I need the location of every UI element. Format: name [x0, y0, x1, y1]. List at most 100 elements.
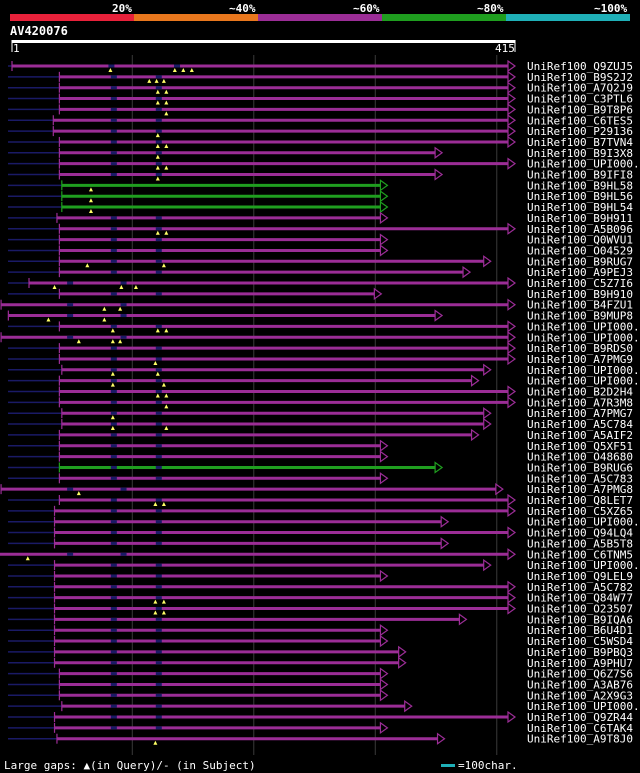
hit-end-arrow: [507, 548, 517, 561]
hit-label[interactable]: UniRef100_A7PMG8: [527, 483, 633, 496]
hit-label[interactable]: UniRef100_UPI000..: [527, 320, 640, 333]
hit-label[interactable]: UniRef100_O04529: [527, 244, 633, 257]
hit-label[interactable]: UniRef100_C5WSD4: [527, 635, 633, 648]
hit-label[interactable]: UniRef100_C6TNM5: [527, 548, 633, 561]
scale-bar-100: [506, 14, 630, 21]
query-gap-marker: [164, 89, 169, 94]
scale-bar-80: [382, 14, 506, 21]
hit-label[interactable]: UniRef100_UPI000..: [527, 364, 640, 377]
hit-label[interactable]: UniRef100_B7TVN4: [527, 136, 633, 149]
hit-end-arrow: [507, 114, 517, 127]
query-gap-marker: [155, 100, 160, 105]
hit-label[interactable]: UniRef100_Q9ZUJ5: [527, 60, 633, 73]
hit-label[interactable]: UniRef100_A7Q2J9: [527, 82, 633, 95]
query-gap-marker: [161, 263, 166, 268]
hit-label[interactable]: UniRef100_B9HL56: [527, 190, 633, 203]
hit-label[interactable]: UniRef100_B9HL58: [527, 179, 633, 192]
hit-label[interactable]: UniRef100_A9T8J0: [527, 733, 633, 746]
hit-label[interactable]: UniRef100_Q8LET7: [527, 494, 633, 507]
query-gap-marker: [88, 198, 93, 203]
hit-label[interactable]: UniRef100_Q9ZR44: [527, 711, 633, 724]
scale-bar-label: =100char.: [458, 759, 518, 772]
hit-end-arrow: [507, 92, 517, 105]
hit-label[interactable]: UniRef100_A5C783: [527, 472, 633, 485]
hit-label[interactable]: UniRef100_O48680: [527, 451, 633, 464]
hit-label[interactable]: UniRef100_B9I3X8: [527, 147, 633, 160]
hit-label[interactable]: UniRef100_B9H911: [527, 212, 633, 225]
hit-label[interactable]: UniRef100_UPI000..: [527, 559, 640, 572]
hit-end-arrow: [507, 580, 517, 593]
hit-label[interactable]: UniRef100_Q84W77: [527, 592, 633, 605]
hit-label[interactable]: UniRef100_B6U4D1: [527, 624, 633, 637]
hit-label[interactable]: UniRef100_Q5XF51: [527, 440, 633, 453]
hit-label[interactable]: UniRef100_B9H910: [527, 288, 633, 301]
hit-label[interactable]: UniRef100_Q9LEL9: [527, 570, 633, 583]
hit-label[interactable]: UniRef100_B9RUG6: [527, 461, 633, 474]
hit-label[interactable]: UniRef100_A5B5T8: [527, 537, 633, 550]
hit-label[interactable]: UniRef100_O23507: [527, 603, 633, 616]
hit-end-arrow: [483, 407, 492, 420]
query-gap-marker: [155, 371, 160, 376]
hit-label[interactable]: UniRef100_B9T8P6: [527, 103, 633, 116]
hit-label[interactable]: UniRef100_B9RUG7: [527, 255, 633, 268]
hit-label[interactable]: UniRef100_Q94LQ4: [527, 527, 633, 540]
hit-label[interactable]: UniRef100_A5B096: [527, 223, 633, 236]
query-gap-marker: [119, 285, 124, 289]
hit-label[interactable]: UniRef100_C5Z7I6: [527, 277, 633, 290]
hit-label[interactable]: UniRef100_A7PMG7: [527, 407, 633, 420]
hit-end-arrow: [483, 417, 492, 431]
hit-label[interactable]: UniRef100_P29136: [527, 125, 633, 138]
hit-end-arrow: [379, 634, 389, 648]
hit-end-arrow: [379, 200, 389, 214]
query-gap-marker: [76, 491, 81, 496]
hit-label[interactable]: UniRef100_A7PMG9: [527, 353, 633, 366]
hit-label[interactable]: UniRef100_A9PEJ3: [527, 266, 633, 279]
hit-label[interactable]: UniRef100_A5C784: [527, 418, 633, 431]
hit-end-arrow: [379, 439, 389, 452]
query-gap-marker: [102, 317, 107, 322]
hit-end-arrow: [379, 179, 389, 192]
hit-label[interactable]: UniRef100_Q0WVU1: [527, 234, 633, 247]
hit-label[interactable]: UniRef100_B4FZU1: [527, 299, 633, 312]
hit-label[interactable]: UniRef100_UPI000..: [527, 331, 640, 344]
hit-end-arrow: [379, 667, 389, 680]
hit-label[interactable]: UniRef100_C3PTL6: [527, 93, 633, 106]
hit-label[interactable]: UniRef100_A9PHU7: [527, 657, 633, 670]
query-gap-marker: [155, 328, 160, 333]
hit-label[interactable]: UniRef100_A3AB76: [527, 678, 633, 691]
hit-label[interactable]: UniRef100_B9IFI8: [527, 169, 633, 182]
hit-label[interactable]: UniRef100_A5C782: [527, 581, 633, 594]
query-gap-marker: [164, 328, 169, 333]
hit-end-arrow: [470, 428, 480, 442]
hit-end-arrow: [458, 613, 468, 626]
hit-label[interactable]: UniRef100_B9IQA6: [527, 613, 633, 626]
hit-label[interactable]: UniRef100_UPI000..: [527, 158, 640, 171]
query-gap-marker: [133, 285, 138, 289]
hit-label[interactable]: UniRef100_A5AIF2: [527, 429, 633, 442]
hit-label[interactable]: UniRef100_B9RDS0: [527, 342, 633, 355]
hit-label[interactable]: UniRef100_UPI000..: [527, 375, 640, 388]
hit-label[interactable]: UniRef100_A2X9G3: [527, 689, 633, 702]
hit-label[interactable]: UniRef100_B9MUP8: [527, 310, 633, 323]
scale-bar-20: [10, 14, 134, 21]
hit-label[interactable]: UniRef100_C5XZ65: [527, 505, 633, 518]
hit-label[interactable]: UniRef100_C6TAK4: [527, 722, 633, 735]
hit-label[interactable]: UniRef100_B9HL54: [527, 201, 633, 214]
hit-label[interactable]: UniRef100_C6TES5: [527, 114, 633, 127]
query-gap-marker: [155, 133, 160, 138]
query-gap-marker: [164, 230, 169, 235]
hit-label[interactable]: UniRef100_A7R3M8: [527, 396, 633, 409]
hit-label[interactable]: UniRef100_UPI000..: [527, 516, 640, 529]
hit-label[interactable]: UniRef100_B9S2J2: [527, 71, 633, 84]
hit-end-arrow: [434, 309, 444, 322]
hit-label[interactable]: UniRef100_B9PBQ3: [527, 646, 633, 659]
query-gap-marker: [189, 68, 194, 72]
hit-end-arrow: [379, 233, 389, 246]
hit-label[interactable]: UniRef100_Q6Z7S6: [527, 668, 633, 681]
hit-end-arrow: [507, 352, 517, 366]
hit-label[interactable]: UniRef100_UPI000..: [527, 700, 640, 713]
query-gap-marker: [155, 154, 160, 159]
hit-end-arrow: [507, 602, 517, 615]
hit-label[interactable]: UniRef100_B2D2H4: [527, 386, 633, 399]
scale-bar-60: [258, 14, 382, 21]
